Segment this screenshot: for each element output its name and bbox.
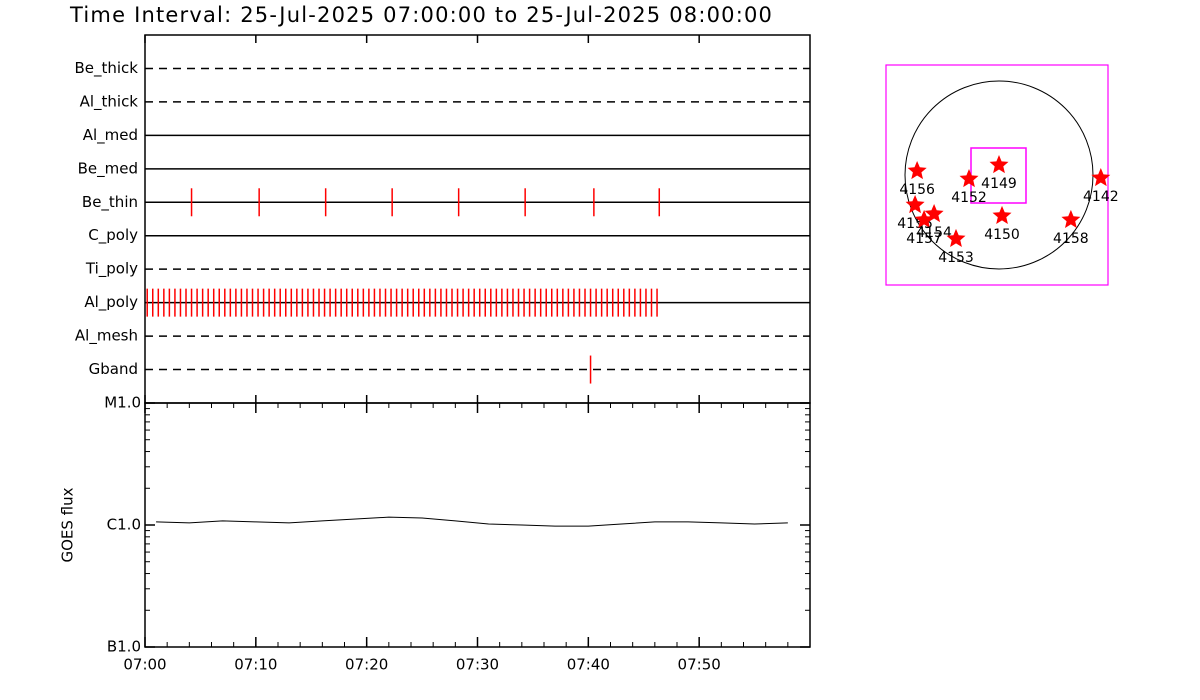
active-region [907,161,927,180]
region-label: 4154 [916,225,952,241]
y-axis-label: GOES flux [59,487,77,562]
row-label: Be_thin [82,193,138,212]
region-label: 4156 [899,182,935,198]
active-region [946,228,966,247]
active-region [914,209,934,228]
active-region [924,204,944,223]
region-label: 4150 [984,227,1020,243]
active-region [992,205,1012,224]
row-label: Be_thick [74,59,138,78]
row-label: Al_mesh [75,327,138,346]
x-tick-label: 07:50 [678,656,721,674]
goes-curve [156,516,788,527]
x-tick-label: 07:40 [567,656,610,674]
row-label: Ti_poly [85,260,138,279]
y-tick-label: C1.0 [107,516,141,534]
timeline-frame [144,34,811,404]
goes-frame [144,402,811,648]
chart-title: Time Interval: 25-Jul-2025 07:00:00 to 2… [69,3,773,27]
row-label: Al_thick [80,92,139,111]
region-label: 4158 [1053,231,1089,247]
region-label: 4153 [938,250,974,266]
y-tick-label: B1.0 [107,638,141,656]
region-label: 4157 [906,231,942,247]
row-label: Al_med [83,126,138,145]
x-tick-label: 07:10 [234,656,277,674]
region-label: 4149 [981,176,1017,192]
x-tick-label: 07:30 [456,656,499,674]
active-region [989,155,1009,174]
x-tick-label: 07:00 [123,656,166,674]
active-region [1091,168,1111,187]
active-region [1061,209,1081,228]
row-label: C_poly [88,226,138,245]
region-label: 4152 [951,190,987,206]
active-region [959,169,979,188]
row-label: Gband [89,360,138,378]
row-label: Be_med [78,159,138,178]
x-tick-label: 07:20 [345,656,388,674]
row-label: Al_poly [84,293,138,312]
y-tick-label: M1.0 [104,394,141,412]
region-label: 4142 [1083,189,1119,205]
active-region [905,195,925,214]
